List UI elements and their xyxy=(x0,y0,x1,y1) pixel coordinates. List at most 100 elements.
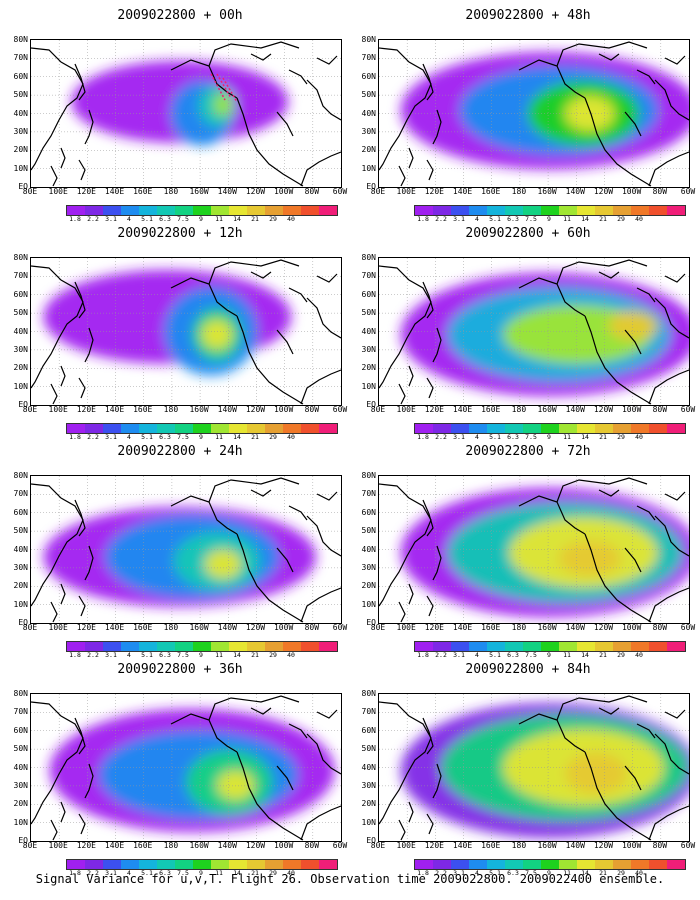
coastline xyxy=(208,259,300,285)
colorbar-label: 9 xyxy=(547,215,551,223)
colorbar-label: 5.1 xyxy=(141,651,153,659)
colorbar-swatch xyxy=(649,860,667,869)
colorbar-label: 29 xyxy=(269,215,277,223)
colorbar xyxy=(414,859,686,870)
lon-tick-label: 140W xyxy=(565,841,585,850)
coastline xyxy=(84,545,94,581)
lat-tick-label: 20N xyxy=(13,145,28,155)
coastline xyxy=(78,377,86,399)
coastline xyxy=(422,63,434,101)
lon-axis: 80E 100E 120E 140E 160E 180 160W 140W 120W 100W 80… xyxy=(358,405,698,417)
coastline xyxy=(398,601,406,623)
lon-tick-label: 120W xyxy=(593,841,614,850)
coastline xyxy=(432,763,442,799)
colorbar-label: 6.3 xyxy=(507,869,519,877)
colorbar-swatch xyxy=(85,424,103,433)
colorbar-label: 9 xyxy=(199,651,203,659)
colorbar-swatch xyxy=(283,860,301,869)
lon-tick-label: 60W xyxy=(680,405,696,414)
colorbar-swatch xyxy=(487,860,505,869)
coastline xyxy=(300,805,341,841)
coastline xyxy=(398,165,406,187)
lon-tick-label: 180 xyxy=(163,187,179,196)
colorbar-label: 40 xyxy=(287,651,295,659)
colorbar-swatch xyxy=(85,206,103,215)
coastline xyxy=(518,495,586,535)
lon-tick-label: 80W xyxy=(652,187,668,196)
colorbar-label: 2.2 xyxy=(87,869,99,877)
lat-tick-label: 10N xyxy=(361,599,376,609)
colorbar-swatch xyxy=(211,424,229,433)
variance-field xyxy=(565,752,627,794)
lat-tick-label: 80N xyxy=(13,253,28,262)
colorbar-label: 4 xyxy=(475,651,479,659)
colorbar-swatch xyxy=(415,642,433,651)
colorbar-swatch xyxy=(157,860,175,869)
variance-map xyxy=(378,39,690,188)
lat-tick-label: 50N xyxy=(13,744,28,754)
coastline xyxy=(426,813,434,835)
lat-tick-label: 80N xyxy=(13,471,28,480)
lat-tick-label: 30N xyxy=(13,562,28,572)
coastline xyxy=(518,59,586,99)
colorbar-swatch xyxy=(433,642,451,651)
coastline xyxy=(556,695,648,721)
coastline xyxy=(398,819,406,841)
colorbar-label: 6.3 xyxy=(507,433,519,441)
coastline xyxy=(426,377,434,399)
colorbar-label: 1.8 xyxy=(417,869,429,877)
coastline xyxy=(276,765,294,791)
colorbar-swatch xyxy=(229,642,247,651)
coastline xyxy=(306,733,341,775)
colorbar-swatch xyxy=(121,860,139,869)
colorbar-label: 4 xyxy=(127,433,131,441)
coastline xyxy=(422,499,434,537)
colorbar-swatch xyxy=(247,642,265,651)
coastline xyxy=(60,365,66,387)
lon-axis: 80E 100E 120E 140E 160E 180 160W 140W 120W 100W 80… xyxy=(10,841,350,853)
colorbar-swatch xyxy=(613,860,631,869)
colorbar-label: 21 xyxy=(599,651,607,659)
colorbar-swatch xyxy=(319,860,337,869)
coastline xyxy=(636,287,656,303)
lat-tick-label: 60N xyxy=(13,507,28,517)
coastline xyxy=(250,271,272,279)
coastline xyxy=(422,717,434,755)
coastline xyxy=(636,69,656,85)
colorbar-label: 6.3 xyxy=(507,651,519,659)
lon-tick-label: 100W xyxy=(621,623,642,632)
colorbar-label: 6.3 xyxy=(159,433,171,441)
colorbar-label: 4 xyxy=(127,215,131,223)
colorbar-swatch xyxy=(301,642,319,651)
colorbar-swatch xyxy=(469,424,487,433)
map-svg xyxy=(31,258,341,405)
colorbar-label: 21 xyxy=(599,869,607,877)
lon-tick-label: 80W xyxy=(304,187,320,196)
colorbar-label: 9 xyxy=(547,433,551,441)
colorbar-label: 29 xyxy=(269,869,277,877)
lat-tick-label: 10N xyxy=(361,817,376,827)
lon-tick-label: 160E xyxy=(481,841,501,850)
colorbar-label: 29 xyxy=(617,433,625,441)
lon-tick-label: 160E xyxy=(481,405,501,414)
coastline xyxy=(426,595,434,617)
variance-map xyxy=(30,257,342,406)
lon-tick-label: 180 xyxy=(511,187,527,196)
lat-tick-label: 10N xyxy=(13,599,28,609)
colorbar-label: 14 xyxy=(233,869,241,877)
variance-field xyxy=(204,549,242,579)
coastline xyxy=(60,801,66,823)
lat-tick-label: 20N xyxy=(13,799,28,809)
colorbar-swatch xyxy=(415,424,433,433)
map-svg xyxy=(379,476,689,623)
lon-tick-label: 120E xyxy=(76,841,96,850)
colorbar-swatch xyxy=(319,206,337,215)
map-svg xyxy=(31,694,341,841)
colorbar-swatch xyxy=(121,642,139,651)
colorbar-label: 9 xyxy=(199,869,203,877)
coastline xyxy=(50,819,58,841)
colorbar-swatch xyxy=(523,860,541,869)
colorbar-label: 1.8 xyxy=(417,433,429,441)
coastline xyxy=(648,369,689,405)
map-svg xyxy=(379,694,689,841)
